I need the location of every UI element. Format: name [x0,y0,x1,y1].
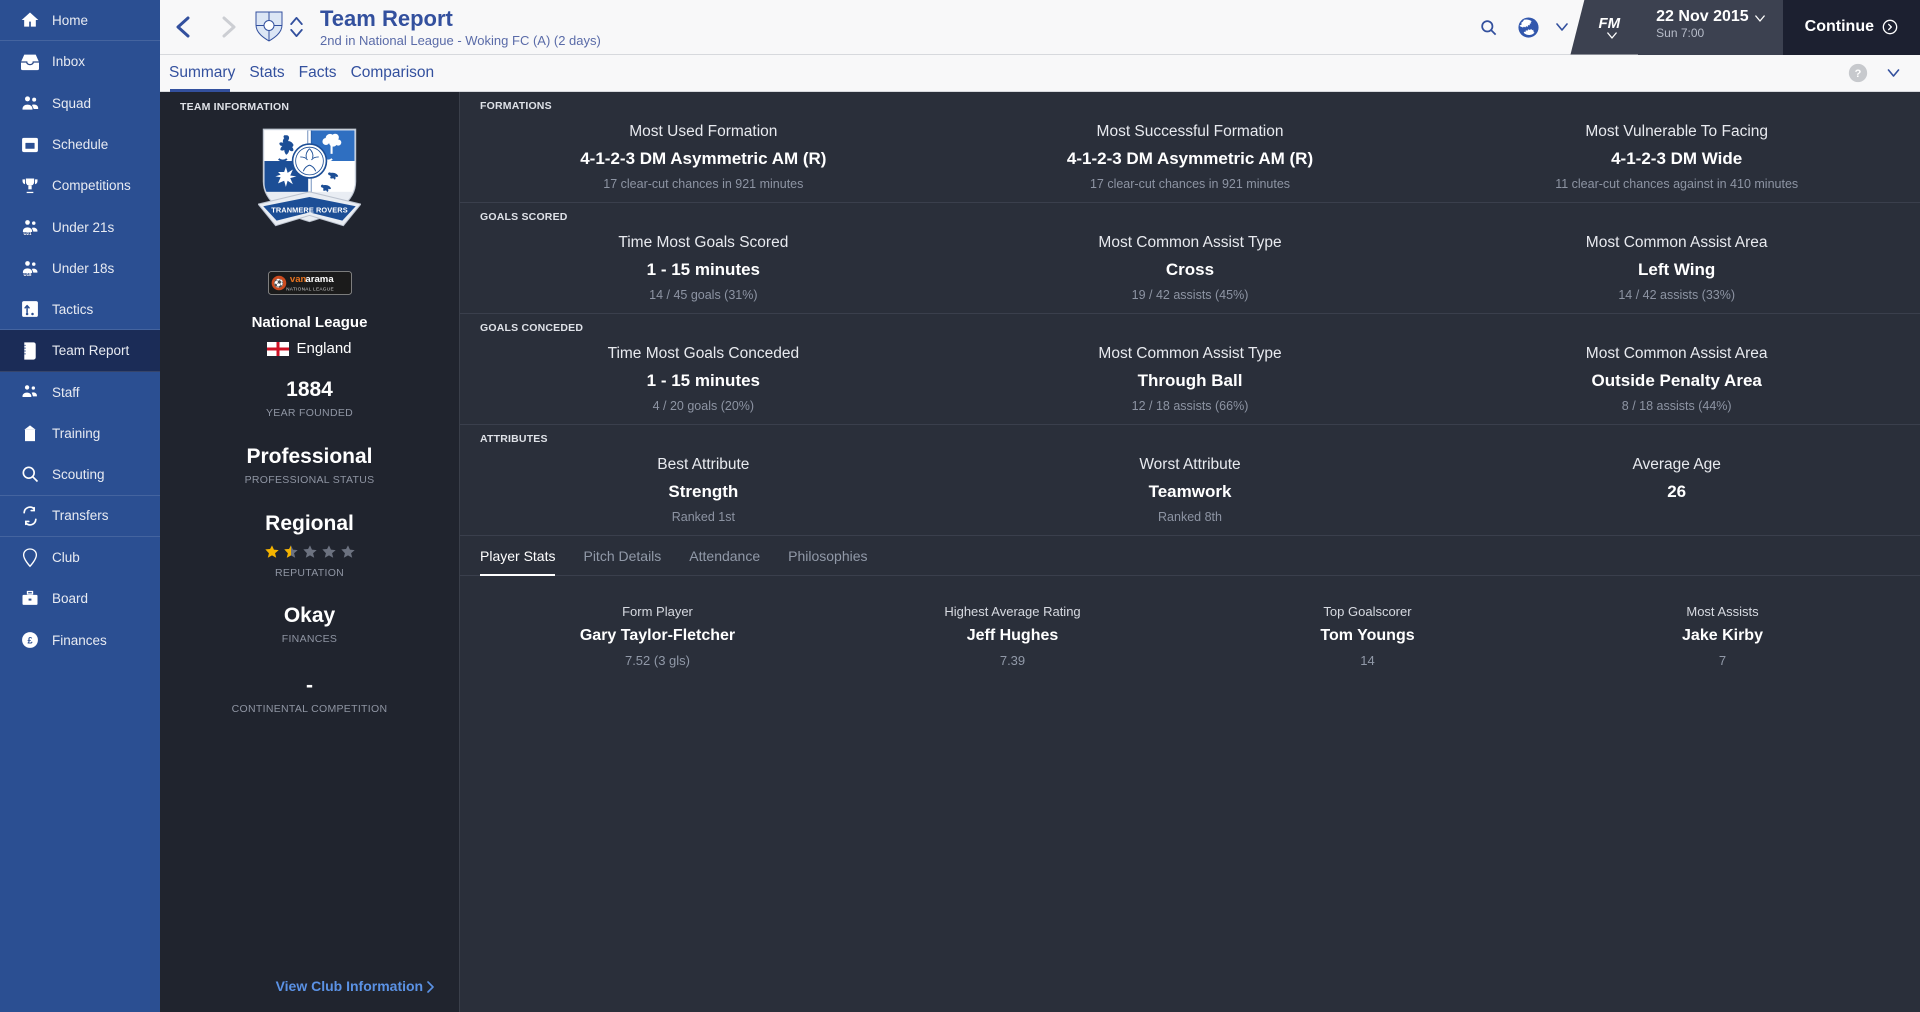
svg-text:arama: arama [305,274,334,285]
svg-text:U18: U18 [24,272,33,277]
svg-text:van: van [289,274,306,285]
svg-text:U21: U21 [24,231,33,236]
svg-text:£: £ [27,636,32,646]
svg-text:?: ? [1855,68,1862,80]
svg-text:⚽: ⚽ [272,278,283,288]
svg-text:NATIONAL LEAGUE: NATIONAL LEAGUE [286,286,334,292]
svg-text:TRANMERE ROVERS: TRANMERE ROVERS [271,205,348,214]
